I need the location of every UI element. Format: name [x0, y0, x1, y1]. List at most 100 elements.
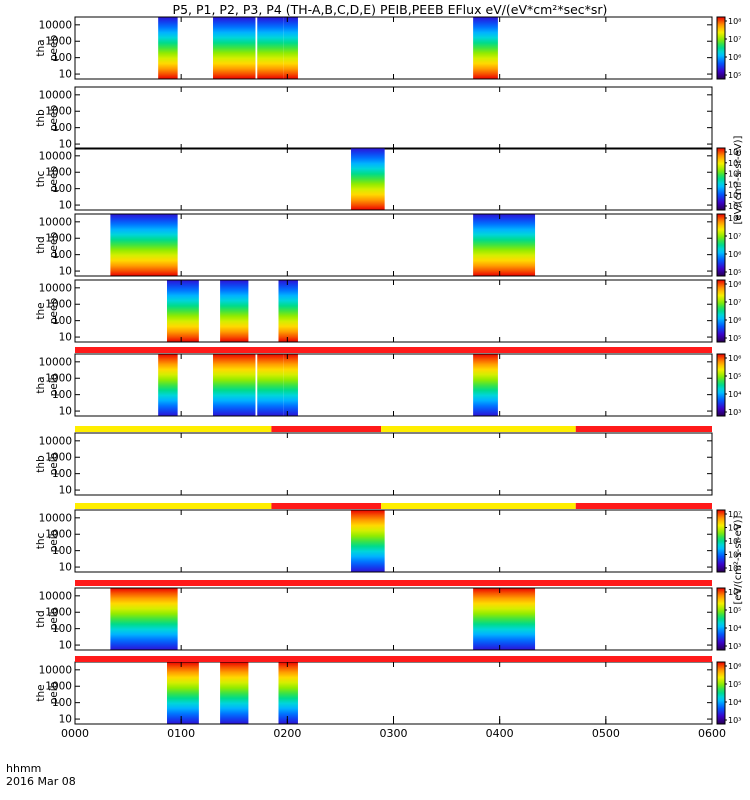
colorbar: [716, 353, 726, 417]
colorbar: [716, 587, 726, 651]
spectrogram-block: [220, 662, 249, 724]
y-tick-label: 10: [59, 200, 72, 212]
y-tick-label: 100: [52, 315, 72, 327]
spectrogram-block: [351, 148, 385, 210]
x-tick-label: 0300: [380, 727, 408, 740]
colorbar-tick-label: 10⁶: [728, 53, 741, 62]
colorbar-tick-label: 10⁴: [728, 624, 741, 633]
spectrogram-block: [257, 354, 284, 416]
colorbar-tick-label: 10³: [728, 642, 741, 651]
panel-frame: [74, 432, 713, 496]
y-tick-label: 100: [52, 183, 72, 195]
colorbar-tick-label: 10⁵: [728, 606, 741, 615]
panel-frame: [74, 147, 713, 211]
colorbar-tick-label: 10³: [728, 564, 741, 573]
panel-label-probe: thc: [35, 533, 47, 550]
panel-thd-peib: 10000 1000 100 10 thd peib 10⁶ 10⁵ 10⁴ 10³: [35, 587, 741, 652]
colorbar-tick-label: 10⁶: [728, 588, 741, 597]
panel-label-product: peeb: [48, 105, 60, 132]
flag-bars: [75, 347, 712, 662]
colorbar-axis-title-ions: [eV/(cm²-s-sr-eV)]: [733, 515, 744, 604]
x-tick-label: 0000: [61, 727, 89, 740]
panel-label-probe: thc: [35, 171, 47, 188]
y-tick-label: 1000: [45, 681, 72, 693]
y-tick-label: 10: [59, 332, 72, 344]
y-tick-label: 10000: [39, 590, 72, 602]
panel-label-probe: thd: [35, 236, 47, 253]
panel-label-product: peeb: [48, 298, 60, 325]
y-tick-label: 10: [59, 562, 72, 574]
panel-label-probe: the: [35, 302, 47, 319]
x-tick-label: 0500: [592, 727, 620, 740]
panel-label-product: peeb: [48, 35, 60, 62]
panel-label-product: peib: [48, 607, 60, 630]
colorbar-tick-label: 10⁸: [728, 214, 741, 223]
y-tick-label: 1000: [45, 299, 72, 311]
y-tick-label: 1000: [45, 607, 72, 619]
panel-label-product: peeb: [48, 232, 60, 259]
colorbar-tick-label: 10⁶: [728, 662, 741, 671]
y-tick-label: 10: [59, 640, 72, 652]
panel-the-peeb: 10000 1000 100 10 the peeb 10⁸ 10⁷ 10⁶ 10⁵: [35, 279, 741, 344]
y-tick-label: 10000: [39, 282, 72, 294]
panel-label-probe: thb: [35, 455, 47, 473]
flag-segment-red: [75, 347, 712, 353]
spectrogram-block: [213, 17, 256, 79]
spectrogram-block: [473, 214, 536, 276]
colorbar: [716, 509, 726, 573]
y-tick-label: 100: [52, 545, 72, 557]
colorbar-tick-label: 10⁸: [728, 148, 741, 157]
y-tick-label: 10000: [39, 89, 72, 101]
spectrogram-block: [278, 280, 298, 342]
panel-label-probe: tha: [35, 376, 47, 393]
y-tick-label: 100: [52, 623, 72, 635]
flag-bar: [75, 347, 712, 353]
y-tick-label: 10: [59, 485, 72, 497]
spectrogram-block: [110, 214, 178, 276]
panel-tha-peeb: 10000 1000 100 10 tha peeb 10⁸ 10⁷ 10⁶ 10⁵: [35, 16, 741, 81]
panel-frame: [74, 509, 713, 573]
y-tick-label: 10000: [39, 150, 72, 162]
y-tick-label: 10000: [39, 664, 72, 676]
panel-frame: [74, 86, 713, 150]
colorbar: [716, 16, 726, 80]
y-tick-label: 10000: [39, 356, 72, 368]
x-tick-label: 0100: [167, 727, 195, 740]
panel-the-peib: 10000 1000 100 10 the peib 10⁶ 10⁵ 10⁴ 10³: [35, 661, 741, 726]
spectrogram-block: [473, 17, 498, 79]
colorbar-axis-title-electrons: [eV/(cm²-s-sr-eV)]: [733, 135, 744, 224]
flag-segment-red: [575, 426, 712, 432]
y-tick-label: 1000: [45, 529, 72, 541]
y-tick-label: 10: [59, 139, 72, 151]
colorbar-tick-label: 10⁶: [728, 170, 741, 179]
colorbar-tick-label: 10⁵: [728, 180, 741, 189]
panel-label-probe: thb: [35, 109, 47, 127]
colorbar-tick-label: 10⁶: [728, 250, 741, 259]
flag-segment-red: [271, 426, 382, 432]
panel-label-probe: tha: [35, 39, 47, 56]
colorbar-tick-label: 10⁵: [728, 334, 741, 343]
y-tick-label: 100: [52, 249, 72, 261]
panel-tha-peib: 10000 1000 100 10 tha peib 10⁶ 10⁵ 10⁴ 10³: [35, 353, 741, 418]
spectrogram-block: [473, 354, 498, 416]
colorbar: [716, 661, 726, 725]
y-tick-label: 1000: [45, 167, 72, 179]
colorbar-tick-label: 10³: [728, 408, 741, 417]
colorbar-tick-label: 10⁸: [728, 280, 741, 289]
y-tick-label: 1000: [45, 36, 72, 48]
colorbar: [716, 213, 726, 277]
x-tick-label: 0400: [486, 727, 514, 740]
panel-label-product: peib: [48, 529, 60, 552]
x-axis-corner-label-1: hhmm: [6, 762, 41, 775]
panel-thb-peib: 10000 1000 100 10 thb peib: [35, 432, 713, 497]
flag-segment-red: [75, 656, 712, 662]
panel-label-probe: thd: [35, 610, 47, 627]
spectrogram-block: [167, 280, 199, 342]
flag-bar: [75, 426, 712, 432]
spectrogram-block: [473, 588, 536, 650]
panel-label-product: peib: [48, 373, 60, 396]
y-tick-label: 100: [52, 468, 72, 480]
y-tick-label: 10: [59, 714, 72, 726]
x-tick-label: 0600: [698, 727, 726, 740]
flag-segment-red: [271, 503, 382, 509]
